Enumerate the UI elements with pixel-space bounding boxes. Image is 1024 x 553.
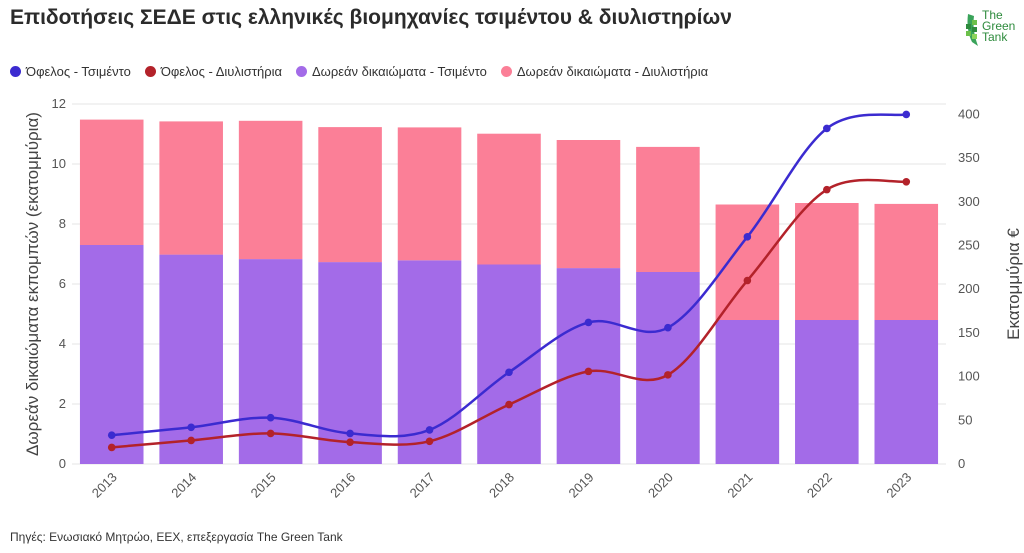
y-tick-label: 4 bbox=[59, 336, 66, 351]
x-tick-label: 2022 bbox=[804, 470, 835, 501]
y2-tick-label: 100 bbox=[958, 369, 980, 384]
y-tick-label: 6 bbox=[59, 276, 66, 291]
legend-item[interactable]: Όφελος - Τσιμέντο bbox=[10, 64, 131, 79]
line-point bbox=[107, 443, 116, 452]
bar-segment bbox=[874, 320, 939, 464]
y2-tick-label: 50 bbox=[958, 412, 972, 427]
x-tick-label: 2020 bbox=[645, 470, 676, 501]
line-point bbox=[584, 367, 593, 376]
bar-segment bbox=[159, 121, 223, 255]
y2-tick-label: 300 bbox=[958, 194, 980, 209]
line-point bbox=[425, 426, 434, 434]
legend-swatch bbox=[500, 66, 512, 77]
bar-segment bbox=[556, 140, 621, 269]
x-tick-label: 2018 bbox=[486, 470, 517, 501]
bar-segment bbox=[477, 264, 541, 464]
legend-label: Όφελος - Διυλιστήρια bbox=[160, 64, 282, 79]
legend-swatch bbox=[144, 66, 156, 77]
line-point bbox=[584, 318, 593, 327]
source-note: Πηγές: Ενωσιακό Μητρώο, ΕΕΧ, επεξεργασία… bbox=[10, 530, 343, 544]
x-tick-label: 2013 bbox=[89, 470, 120, 501]
line-point bbox=[346, 429, 354, 438]
x-tick-label: 2017 bbox=[407, 470, 438, 501]
x-tick-label: 2019 bbox=[566, 470, 597, 501]
y-tick-label: 2 bbox=[59, 396, 66, 411]
line-point bbox=[266, 429, 275, 438]
line-point bbox=[107, 431, 116, 439]
bar-segment bbox=[556, 268, 621, 464]
legend-swatch bbox=[10, 66, 21, 77]
line-point bbox=[664, 323, 672, 332]
x-tick-label: 2021 bbox=[724, 470, 755, 501]
x-tick-label: 2016 bbox=[327, 470, 358, 501]
y-tick-label: 12 bbox=[52, 96, 66, 111]
line-point bbox=[187, 423, 195, 432]
bar-segment bbox=[636, 146, 700, 272]
y2-tick-label: 400 bbox=[958, 106, 980, 121]
logo-line-1: The bbox=[982, 8, 1003, 22]
x-tick-label: 2023 bbox=[883, 470, 914, 501]
line-point bbox=[505, 400, 513, 409]
legend-item[interactable]: Δωρεάν δικαιώματα - Διυλιστήρια bbox=[500, 64, 709, 79]
line-point bbox=[505, 368, 513, 377]
line-point bbox=[346, 438, 354, 446]
series-line bbox=[111, 113, 907, 438]
bar-segment bbox=[477, 133, 541, 265]
y-axis-title: Δωρεάν δικαιώματα εκπομπών (εκατομμύρια) bbox=[23, 112, 42, 456]
series-line bbox=[111, 178, 907, 449]
line-point bbox=[187, 436, 195, 445]
legend-item[interactable]: Δωρεάν δικαιώματα - Τσιμέντο bbox=[296, 64, 487, 79]
legend-label: Δωρεάν δικαιώματα - Διυλιστήρια bbox=[516, 64, 709, 79]
y2-tick-label: 0 bbox=[958, 456, 965, 471]
line-point bbox=[902, 110, 911, 119]
bar-segment bbox=[79, 119, 144, 245]
chart-legend: Όφελος - Τσιμέντο Όφελος - Διυλιστήρια Δωρ… bbox=[10, 64, 708, 79]
green-tank-logo-icon bbox=[966, 14, 978, 46]
bar-segment bbox=[715, 204, 780, 320]
legend-swatch bbox=[296, 66, 307, 77]
x-tick-label: 2014 bbox=[168, 470, 199, 501]
line-point bbox=[743, 233, 752, 241]
line-point bbox=[902, 177, 911, 186]
bar-segment bbox=[238, 120, 303, 260]
y-tick-label: 0 bbox=[59, 456, 66, 471]
bar-segment bbox=[318, 127, 382, 263]
line-point bbox=[823, 124, 831, 133]
y2-tick-label: 250 bbox=[958, 238, 980, 253]
line-point bbox=[664, 371, 672, 379]
bar-segment bbox=[795, 203, 859, 320]
line-point bbox=[743, 276, 752, 285]
line-point bbox=[425, 437, 434, 446]
y2-tick-label: 350 bbox=[958, 150, 980, 165]
line-point bbox=[823, 185, 831, 194]
y2-axis-title: Εκατομμύρια € bbox=[1004, 228, 1023, 340]
y-tick-label: 8 bbox=[59, 216, 66, 231]
logo-line-2: Green bbox=[982, 19, 1016, 33]
bar-segment bbox=[715, 320, 780, 464]
y2-tick-label: 150 bbox=[958, 325, 980, 340]
bar-segment bbox=[397, 127, 462, 261]
bar-segment bbox=[159, 254, 223, 464]
x-tick-label: 2015 bbox=[248, 470, 279, 501]
line-point bbox=[266, 413, 275, 422]
logo-line-3: Tank bbox=[982, 30, 1008, 44]
logo-text: The Green Tank bbox=[982, 8, 1016, 44]
legend-label: Δωρεάν δικαιώματα - Τσιμέντο bbox=[312, 64, 487, 79]
bar-segment bbox=[874, 203, 939, 320]
bar-segment bbox=[79, 245, 144, 464]
chart-title: Επιδοτήσεις ΣΕΔΕ στις ελληνικές βιομηχαν… bbox=[10, 6, 732, 29]
y2-tick-label: 200 bbox=[958, 281, 980, 296]
legend-item[interactable]: Όφελος - Διυλιστήρια bbox=[144, 64, 282, 79]
bar-segment bbox=[795, 320, 859, 464]
bar-segment bbox=[636, 272, 700, 464]
y-tick-label: 10 bbox=[52, 156, 66, 171]
legend-label: Όφελος - Τσιμέντο bbox=[26, 64, 131, 79]
